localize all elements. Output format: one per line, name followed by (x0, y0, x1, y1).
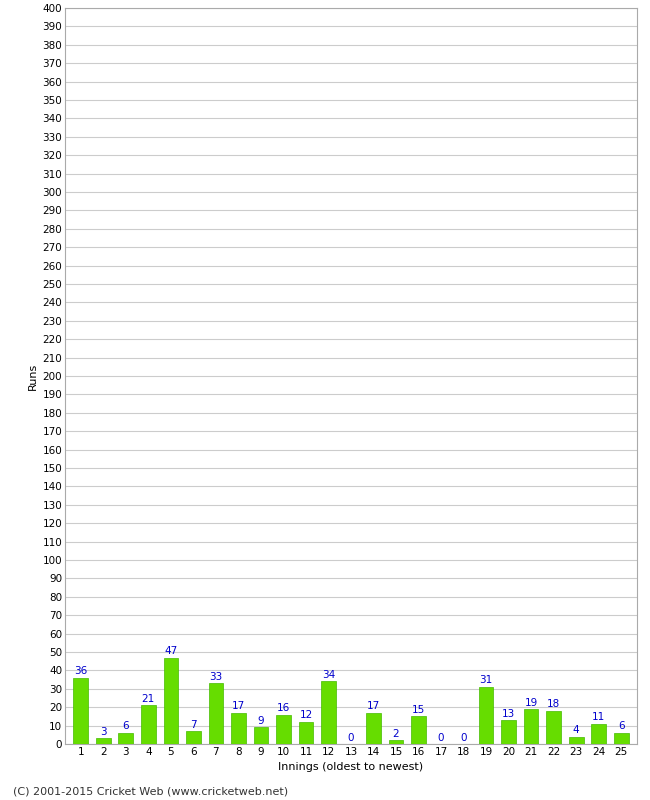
Bar (276, 714, 291, 744)
Text: 17: 17 (232, 702, 245, 711)
Text: 16: 16 (277, 703, 290, 713)
Bar (164, 658, 178, 744)
Bar (118, 733, 133, 744)
Bar (389, 740, 404, 744)
Bar (547, 711, 561, 744)
Text: 34: 34 (322, 670, 335, 680)
Text: (C) 2001-2015 Cricket Web (www.cricketweb.net): (C) 2001-2015 Cricket Web (www.cricketwe… (13, 786, 288, 796)
Bar (73, 678, 88, 744)
Text: 12: 12 (300, 710, 313, 721)
Bar (96, 738, 110, 744)
Bar (298, 722, 313, 744)
Bar (141, 706, 155, 744)
Bar (186, 731, 201, 744)
Text: 47: 47 (164, 646, 177, 656)
Y-axis label: Runs: Runs (29, 362, 38, 390)
Bar (321, 682, 336, 744)
Text: 3: 3 (100, 727, 107, 737)
Bar (366, 713, 381, 744)
Text: 7: 7 (190, 720, 197, 730)
Text: 0: 0 (460, 733, 467, 742)
Text: 9: 9 (257, 716, 265, 726)
Bar (231, 713, 246, 744)
Bar (479, 687, 493, 744)
Text: 6: 6 (122, 722, 129, 731)
Text: 0: 0 (438, 733, 445, 742)
Bar (614, 733, 629, 744)
Text: 4: 4 (573, 725, 580, 735)
Text: 6: 6 (618, 722, 625, 731)
Text: 36: 36 (74, 666, 87, 676)
Text: 15: 15 (412, 705, 425, 715)
Bar (569, 737, 584, 744)
Bar (411, 717, 426, 744)
X-axis label: Innings (oldest to newest): Innings (oldest to newest) (278, 762, 424, 772)
Bar (592, 724, 606, 744)
Text: 0: 0 (348, 733, 354, 742)
Bar (524, 709, 538, 744)
Bar (209, 683, 223, 744)
Bar (501, 720, 516, 744)
Text: 18: 18 (547, 699, 560, 710)
Bar (254, 727, 268, 744)
Text: 11: 11 (592, 712, 605, 722)
Text: 21: 21 (142, 694, 155, 704)
Text: 33: 33 (209, 672, 222, 682)
Text: 2: 2 (393, 729, 399, 739)
Text: 31: 31 (480, 675, 493, 686)
Text: 13: 13 (502, 709, 515, 718)
Text: 19: 19 (525, 698, 538, 707)
Text: 17: 17 (367, 702, 380, 711)
